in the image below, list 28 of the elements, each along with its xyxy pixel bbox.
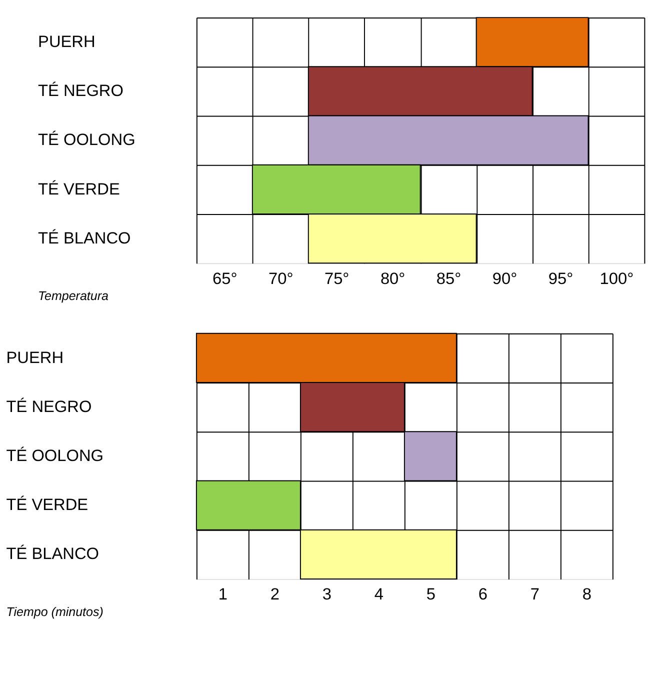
x-tick-label: 1 xyxy=(218,586,228,604)
y-tick-label: TÉ OOLONG xyxy=(6,446,104,465)
x-tick-label: 85° xyxy=(436,270,462,288)
x-tick-label: 6 xyxy=(478,586,488,604)
y-tick-label: TÉ NEGRO xyxy=(6,396,92,416)
x-tick-label: 65° xyxy=(212,270,238,288)
y-tick-label: TÉ VERDE xyxy=(38,179,120,198)
y-tick-label: TÉ BLANCO xyxy=(6,544,99,564)
x-tick-label: 8 xyxy=(582,586,592,604)
x-axis-title: Temperatura xyxy=(38,289,108,304)
y-tick-label: PUERH xyxy=(38,32,96,51)
x-tick-label: 100° xyxy=(600,270,634,288)
x-tick-label: 7 xyxy=(530,586,540,604)
x-tick-label: 90° xyxy=(492,270,518,288)
y-tick-label: PUERH xyxy=(6,348,64,367)
y-tick-label: TÉ BLANCO xyxy=(38,228,131,248)
x-tick-label: 5 xyxy=(426,586,436,604)
y-tick-label: TÉ NEGRO xyxy=(38,81,124,100)
x-tick-label: 4 xyxy=(374,586,384,604)
x-tick-label: 95° xyxy=(548,270,574,288)
y-tick-label: TÉ VERDE xyxy=(6,495,88,514)
x-tick-label: 2 xyxy=(270,586,280,604)
x-axis-title: Tiempo (minutos) xyxy=(6,605,104,620)
x-tick-label: 70° xyxy=(268,270,294,288)
x-tick-label: 75° xyxy=(324,270,350,288)
x-tick-label: 80° xyxy=(380,270,406,288)
y-tick-label: TÉ OOLONG xyxy=(38,130,136,150)
x-tick-label: 3 xyxy=(322,586,332,604)
